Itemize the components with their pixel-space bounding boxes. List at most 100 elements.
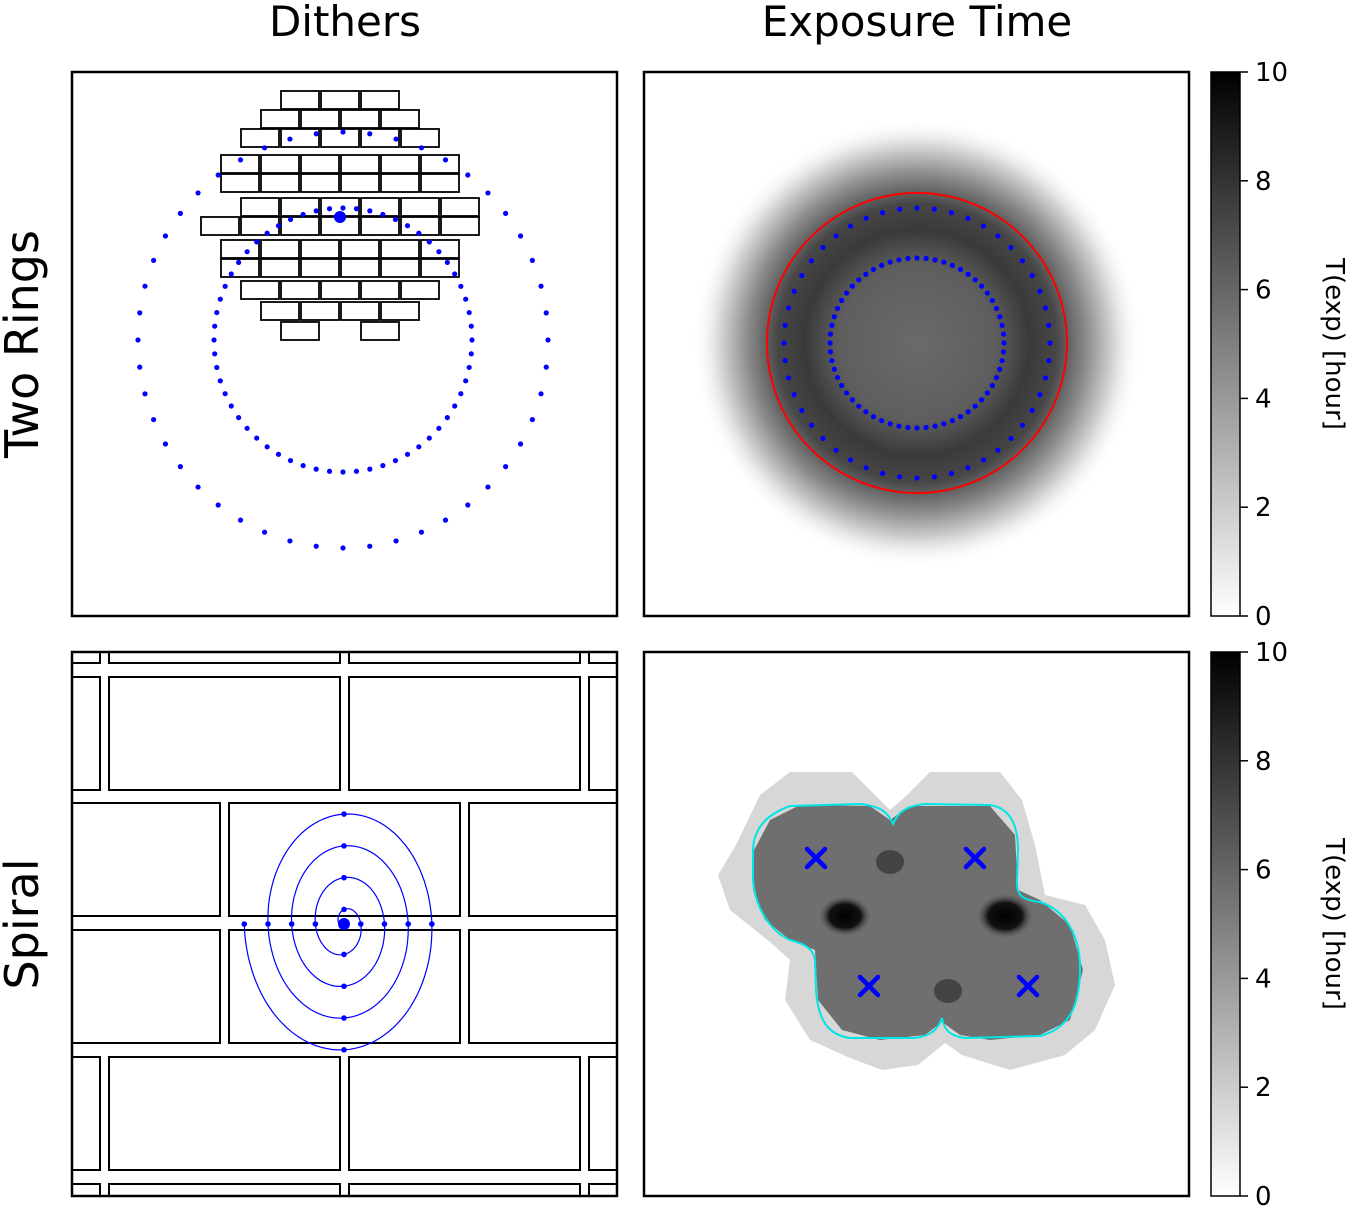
dither-point [931, 474, 937, 480]
dither-point [442, 157, 449, 163]
dither-point [215, 172, 221, 178]
dither-point [839, 382, 845, 389]
dither-point [1029, 407, 1035, 414]
ccd-chip [380, 239, 420, 259]
dither-point [923, 424, 929, 431]
dither-point [313, 131, 319, 137]
dither-point [236, 414, 242, 421]
dither-point [785, 305, 792, 311]
dither-point [972, 277, 978, 283]
panel-spiral-dithers [70, 650, 619, 1198]
ccd-chip [220, 173, 260, 193]
dither-point [458, 283, 464, 289]
colorbar-tick-label: 4 [1255, 964, 1272, 994]
colorbar-tick-label: 8 [1255, 747, 1272, 777]
ccd-chip [440, 197, 480, 217]
dither-point [392, 457, 399, 464]
dither-point [538, 391, 544, 397]
ccd-chip [320, 128, 360, 148]
dither-point [833, 233, 839, 239]
dither-point [932, 423, 938, 429]
dither-point [517, 441, 524, 447]
dither-point [217, 296, 223, 302]
dither-point [863, 465, 869, 471]
dither-point [353, 206, 360, 212]
dither-point [879, 470, 886, 476]
spiral-dither-point [405, 921, 411, 927]
ccd-chip [320, 280, 360, 300]
dither-point [980, 223, 987, 229]
dither-point [463, 296, 469, 302]
footprint-outline [751, 802, 1082, 1040]
dither-point [1019, 258, 1026, 264]
focal-plane-ccd-array [200, 90, 480, 341]
dither-point [215, 502, 221, 508]
dither-point [313, 543, 319, 549]
dither-point [856, 403, 862, 409]
dither-point [244, 425, 250, 431]
dither-point [142, 283, 148, 289]
dither-point [1046, 358, 1052, 364]
footprint-circle [766, 192, 1068, 494]
dither-point [849, 397, 855, 403]
dither-point [849, 283, 855, 289]
dither-point [353, 468, 360, 474]
dither-point [275, 451, 282, 457]
dither-point [212, 351, 218, 357]
dither-point [782, 322, 788, 328]
ccd-chip [340, 154, 380, 174]
dither-point [468, 351, 474, 357]
dither-point [870, 414, 877, 420]
spiral-dither-point [341, 1015, 347, 1021]
dither-point [984, 390, 990, 396]
x-marker [857, 974, 881, 998]
column-title-dithers: Dithers [269, 0, 421, 46]
spiral-dither-point [341, 811, 347, 817]
ccd-chip [380, 258, 420, 278]
ccd-chip [260, 239, 300, 259]
dither-point [458, 391, 464, 397]
colorbar-tick-label: 4 [1255, 384, 1272, 414]
dither-point [905, 255, 911, 262]
dither-point [436, 249, 442, 255]
dither-point [799, 407, 805, 414]
ccd-chip [240, 197, 280, 217]
ccd-chip [400, 128, 440, 148]
dither-point [941, 259, 947, 265]
ccd-chip [380, 154, 420, 174]
dither-point [326, 468, 333, 474]
dither-point [1037, 288, 1043, 294]
dither-point [340, 469, 346, 475]
x-marker [804, 846, 828, 870]
row-title-two-rings: Two Rings [0, 230, 49, 459]
dither-point [949, 418, 955, 424]
dither-point [879, 210, 886, 216]
dither-point [463, 378, 469, 384]
spiral-dither-point [429, 921, 435, 927]
dither-point [879, 418, 885, 424]
dither-point [340, 545, 346, 551]
dither-point [367, 208, 373, 214]
column-title-exposure-time: Exposure Time [762, 0, 1073, 46]
exposure-heatmap [692, 118, 1142, 568]
dither-point [538, 283, 544, 289]
spiral-dither-point [341, 1047, 347, 1053]
dither-point [212, 323, 218, 329]
dither-point [340, 129, 346, 135]
spiral-dither-point [341, 906, 347, 913]
dither-point [442, 517, 449, 523]
dither-point [834, 305, 841, 312]
dither-point [214, 309, 220, 316]
dither-point [923, 255, 929, 262]
dither-point [1046, 322, 1052, 328]
dither-point [808, 258, 815, 264]
colorbar-tick-label: 2 [1255, 493, 1272, 523]
panel-spiral-exposure [642, 650, 1191, 1198]
dither-point [543, 310, 549, 316]
dither-point [949, 262, 955, 268]
dither-point [972, 403, 978, 409]
x-marker [1016, 974, 1040, 998]
dither-point [979, 397, 985, 403]
dither-point [905, 424, 911, 431]
dither-point [781, 340, 787, 346]
